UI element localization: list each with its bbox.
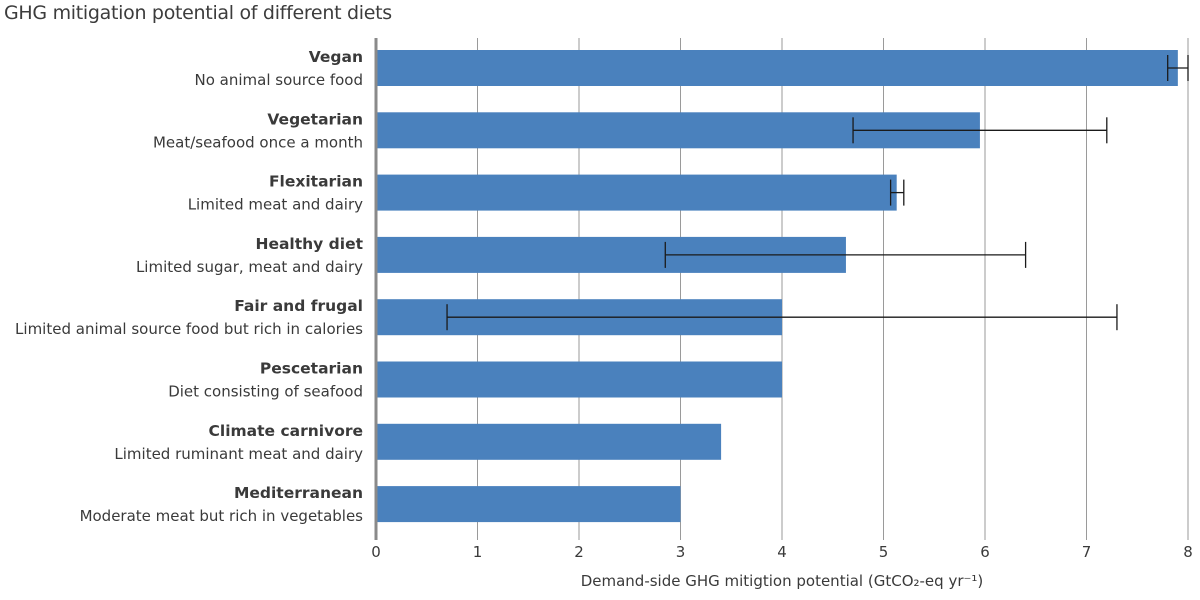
error-bar — [664, 241, 1027, 268]
bar-climate-carnivore — [377, 423, 722, 460]
x-tick-label: 6 — [980, 543, 990, 561]
error-bar — [446, 304, 1118, 331]
category-name: Climate carnivore — [209, 422, 363, 440]
category-description: Limited sugar, meat and dairy — [136, 258, 363, 276]
category-description: Limited meat and dairy — [188, 196, 363, 214]
error-bars — [446, 55, 1189, 331]
error-bar — [1167, 55, 1189, 81]
category-description: Limited animal source food but rich in c… — [15, 320, 363, 338]
bar-mediterranean — [377, 486, 681, 523]
category-name: Fair and frugal — [234, 297, 363, 315]
x-tick-label: 4 — [777, 543, 787, 561]
category-name: Mediterranean — [234, 484, 363, 502]
category-name: Pescetarian — [260, 360, 363, 378]
category-name: Vegetarian — [267, 110, 363, 128]
x-tick-label: 2 — [574, 543, 584, 561]
bar-pescetarian — [377, 361, 782, 398]
x-axis-label: Demand-side GHG mitigtion potential (GtC… — [581, 572, 984, 590]
error-bar — [852, 117, 1108, 144]
x-tick-label: 1 — [473, 543, 483, 561]
category-description: Limited ruminant meat and dairy — [114, 445, 363, 463]
bar-vegan — [377, 50, 1178, 86]
category-description: No animal source food — [194, 71, 363, 89]
bar-flexitarian — [377, 174, 897, 211]
category-description: Moderate meat but rich in vegetables — [80, 507, 364, 525]
x-tick-label: 3 — [676, 543, 686, 561]
bars — [377, 50, 1178, 523]
x-axis: 0 1 2 3 4 5 6 7 8 — [371, 543, 1193, 561]
x-tick-label: 5 — [879, 543, 889, 561]
error-bar — [889, 179, 905, 206]
x-tick-label: 8 — [1183, 543, 1193, 561]
category-name: Vegan — [309, 48, 363, 66]
x-tick-label: 7 — [1082, 543, 1092, 561]
category-description: Meat/seafood once a month — [153, 133, 363, 151]
chart-title: GHG mitigation potential of different di… — [4, 2, 392, 24]
category-name: Flexitarian — [269, 173, 363, 191]
category-name: Healthy diet — [255, 235, 363, 253]
category-labels: Vegan No animal source food Vegetarian Meat… — [15, 48, 364, 525]
category-description: Diet consisting of seafood — [168, 383, 363, 401]
x-tick-label: 0 — [371, 543, 381, 561]
